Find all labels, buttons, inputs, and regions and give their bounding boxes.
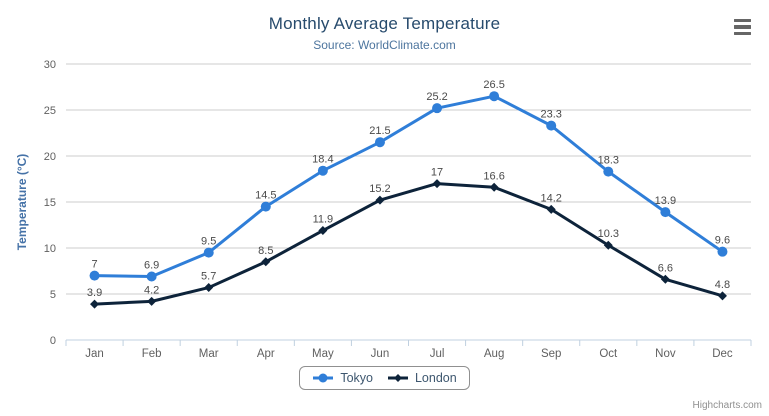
legend-item-tokyo[interactable]: Tokyo [312,371,373,385]
data-point-marker[interactable] [89,270,100,281]
data-label: 18.3 [598,155,619,167]
data-point-marker[interactable] [317,165,328,176]
legend-symbol-diamond-icon [387,374,408,382]
data-point-marker[interactable] [432,103,443,114]
x-axis-label: Mar [199,348,219,360]
data-point-marker[interactable] [204,283,214,293]
x-axis-label: May [312,348,334,360]
legend-label: London [414,371,457,385]
data-label: 4.8 [715,279,730,291]
series-tokyo[interactable]: 7 6.9 9.5 14.5 18.4 21.5 25.2 26.5 23.3 18.3 13.9 9… [89,79,731,282]
x-axis-label: Jun [371,348,390,360]
y-axis-label: 25 [44,105,56,117]
chart-title: Monthly Average Temperature [268,14,501,33]
legend: Tokyo London [0,366,769,390]
legend-label: Tokyo [340,371,373,385]
chart-subtitle: Source: WorldClimate.com [313,38,456,52]
data-label: 18.4 [312,154,333,166]
data-label: 25.2 [426,91,447,103]
x-axis [65,339,752,346]
data-point-marker[interactable] [374,137,385,148]
y-gridlines [66,63,751,295]
x-axis-labels: Jan Feb Mar Apr May Jun Jul Aug Sep Oct Nov Dec [85,348,733,360]
y-axis-label: 20 [44,151,56,163]
data-labels: 3.9 4.2 5.7 8.5 11.9 15.2 17 16.6 14.2 10.3 6.6 4.8 [87,167,730,300]
data-label: 26.5 [483,79,504,91]
data-label: 15.2 [369,183,390,195]
data-label: 13.9 [655,195,676,207]
x-axis-label: Feb [142,348,162,360]
x-axis-label: Jan [85,348,104,360]
data-point-marker[interactable] [489,91,500,102]
data-label: 11.9 [313,214,334,226]
data-label: 14.2 [540,192,561,204]
data-point-marker [393,374,402,382]
data-point-marker[interactable] [260,201,271,212]
y-axis-label: 0 [50,335,56,347]
data-point-marker[interactable] [489,182,499,192]
data-point-marker[interactable] [432,179,442,189]
series-line [93,94,724,279]
data-point-marker[interactable] [261,257,271,267]
x-axis-label: Apr [257,348,275,360]
x-axis-label: Jul [430,348,445,360]
y-axis-labels: 0 5 10 15 20 25 30 [44,59,56,347]
data-label: 6.6 [658,262,673,274]
data-label: 17 [431,167,443,179]
data-label: 5.7 [201,271,216,283]
data-label: 8.5 [258,245,273,257]
x-axis-label: Sep [541,348,561,360]
data-point-marker[interactable] [146,271,157,282]
hamburger-menu-icon [734,25,751,29]
data-point-marker[interactable] [717,246,728,257]
data-label: 21.5 [369,125,390,137]
x-axis-label: Aug [484,348,504,360]
hamburger-menu-icon [734,18,751,23]
data-point-marker[interactable] [546,204,556,214]
data-label: 7 [91,259,97,271]
data-point-marker[interactable] [203,247,214,258]
data-point-marker[interactable] [318,226,328,236]
data-point-marker [318,373,328,383]
data-label: 3.9 [87,287,102,299]
x-axis-label: Dec [712,348,733,360]
y-axis-label: 10 [44,243,56,255]
data-point-marker[interactable] [660,207,671,218]
hamburger-menu-icon [734,31,751,36]
legend-symbol-circle-icon [313,373,334,383]
data-label: 9.5 [201,236,216,248]
data-point-marker[interactable] [603,166,614,177]
data-label: 9.6 [715,235,730,247]
data-point-marker[interactable] [717,291,727,301]
data-label: 4.2 [144,284,159,296]
x-axis-label: Nov [655,348,676,360]
data-label: 6.9 [144,260,159,272]
legend-item-london[interactable]: London [387,371,457,385]
legend-box: Tokyo London [299,366,470,390]
data-point-marker[interactable] [90,299,100,309]
data-label: 23.3 [540,109,561,121]
y-axis-label: 30 [44,59,56,71]
data-point-marker[interactable] [546,120,557,131]
data-label: 14.5 [255,190,276,202]
data-point-marker[interactable] [375,195,385,205]
y-axis-label: 5 [50,289,56,301]
y-axis-label: 15 [44,197,56,209]
data-point-marker[interactable] [147,296,157,306]
series-london[interactable]: 3.9 4.2 5.7 8.5 11.9 15.2 17 16.6 14.2 10.3 6.6 4.8 [87,167,730,309]
series-line [93,182,724,306]
data-labels: 7 6.9 9.5 14.5 18.4 21.5 25.2 26.5 23.3 18.3 13.9 9… [91,79,730,271]
data-point-marker[interactable] [660,274,670,284]
y-axis-title: Temperature (°C) [15,154,29,251]
credits-link[interactable]: Highcharts.com [692,400,762,411]
data-point-marker[interactable] [603,240,613,250]
export-menu-button[interactable] [732,16,756,38]
x-axis-label: Oct [599,348,618,360]
data-label: 16.6 [483,170,504,182]
data-label: 10.3 [598,228,619,240]
